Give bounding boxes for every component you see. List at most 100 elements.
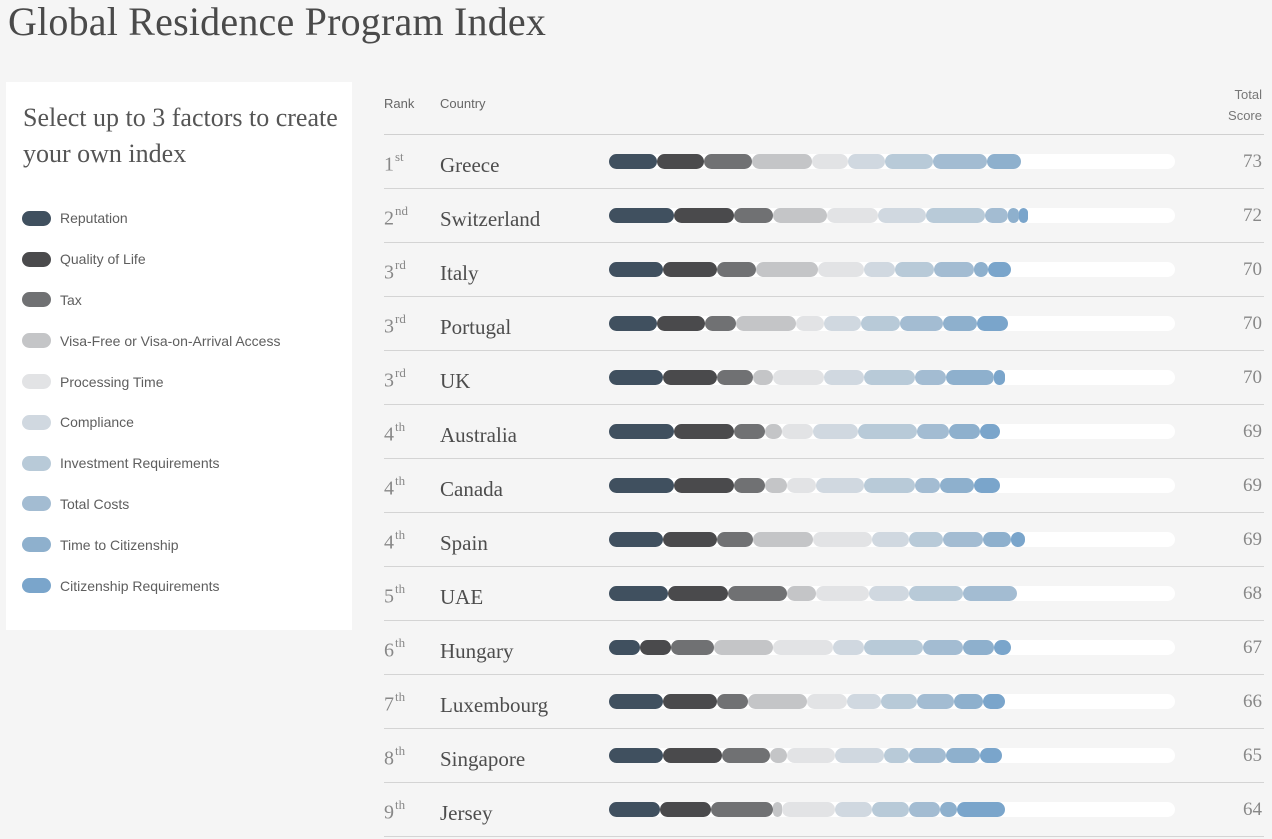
bar-segment-processing-time bbox=[815, 586, 870, 601]
bar-segment-visa-free-or-visa-on-arrival-access bbox=[736, 316, 796, 331]
factor-option-citizenship-requirements[interactable]: Citizenship Requirements bbox=[22, 565, 280, 606]
bar-segment-total-costs bbox=[914, 478, 941, 493]
bar-segment-time-to-citizenship bbox=[962, 640, 994, 655]
factor-label: Reputation bbox=[60, 210, 128, 227]
total-score: 69 bbox=[1243, 421, 1262, 442]
total-score: 68 bbox=[1243, 583, 1262, 604]
bar-segment-time-to-citizenship bbox=[940, 478, 975, 493]
bar-segment-quality-of-life bbox=[668, 586, 728, 601]
bar-segment-tax bbox=[710, 802, 774, 817]
rank-cell: 3rd bbox=[384, 311, 406, 339]
bar-segment-visa-free-or-visa-on-arrival-access bbox=[756, 262, 819, 277]
bar-segment-investment-requirements bbox=[908, 532, 943, 547]
country-column-header: Country bbox=[440, 96, 486, 111]
bar-segment-investment-requirements bbox=[863, 640, 924, 655]
table-row-canada[interactable]: 4th Canada 69 bbox=[384, 459, 1264, 513]
bar-segment-investment-requirements bbox=[925, 208, 986, 223]
factor-option-tax[interactable]: Tax bbox=[22, 280, 280, 321]
total-score-header-line1: Total bbox=[1234, 87, 1262, 102]
country-name: Luxembourg bbox=[440, 693, 549, 717]
rank-suffix: th bbox=[395, 419, 406, 434]
factor-swatch bbox=[22, 333, 51, 349]
table-row-australia[interactable]: 4th Australia 69 bbox=[384, 405, 1264, 459]
bar-segment-tax bbox=[722, 748, 771, 763]
table-row-singapore[interactable]: 8th Singapore 65 bbox=[384, 729, 1264, 783]
table-row-uk[interactable]: 3rd UK 70 bbox=[384, 351, 1264, 405]
factor-option-quality-of-life[interactable]: Quality of Life bbox=[22, 239, 280, 280]
bar-segment-time-to-citizenship bbox=[940, 802, 958, 817]
rank-number: 8 bbox=[384, 747, 394, 770]
factor-option-time-to-citizenship[interactable]: Time to Citizenship bbox=[22, 524, 280, 565]
bar-segment-reputation bbox=[609, 154, 658, 169]
bar-segment-visa-free-or-visa-on-arrival-access bbox=[753, 532, 813, 547]
table-row-spain[interactable]: 4th Spain 69 bbox=[384, 513, 1264, 567]
country-name: Greece bbox=[440, 153, 500, 177]
rank-cell: 8th bbox=[384, 743, 405, 771]
bar-segment-reputation bbox=[609, 262, 663, 277]
table-row-greece[interactable]: 1st Greece 73 bbox=[384, 135, 1264, 189]
bar-segment-reputation bbox=[609, 424, 675, 439]
bar-segment-processing-time bbox=[773, 370, 825, 385]
bar-segment-investment-requirements bbox=[894, 262, 935, 277]
table-row-italy[interactable]: 3rd Italy 70 bbox=[384, 243, 1264, 297]
bar-segment-tax bbox=[705, 316, 737, 331]
table-row-switzerland[interactable]: 2nd Switzerland 72 bbox=[384, 189, 1264, 243]
bar-segment-quality-of-life bbox=[662, 532, 717, 547]
country-name: Italy bbox=[440, 261, 479, 285]
table-row-uae[interactable]: 5th UAE 68 bbox=[384, 567, 1264, 621]
bar-segment-quality-of-life bbox=[674, 478, 734, 493]
rank-number: 1 bbox=[384, 153, 394, 176]
score-bar-track bbox=[609, 802, 1175, 817]
bar-segment-processing-time bbox=[787, 748, 836, 763]
table-row-hungary[interactable]: 6th Hungary 67 bbox=[384, 621, 1264, 675]
bar-segment-time-to-citizenship bbox=[954, 694, 983, 709]
factor-option-compliance[interactable]: Compliance bbox=[22, 402, 280, 443]
total-score: 73 bbox=[1243, 151, 1262, 172]
bar-segment-citizenship-requirements bbox=[976, 316, 1009, 331]
bar-segment-compliance bbox=[835, 748, 884, 763]
table-row-luxembourg[interactable]: 7th Luxembourg 66 bbox=[384, 675, 1264, 729]
factor-option-total-costs[interactable]: Total Costs bbox=[22, 484, 280, 525]
bar-segment-investment-requirements bbox=[880, 694, 918, 709]
bar-segment-time-to-citizenship bbox=[982, 532, 1011, 547]
table-row-portugal[interactable]: 3rd Portugal 70 bbox=[384, 297, 1264, 351]
bar-segment-total-costs bbox=[985, 208, 1008, 223]
bar-segment-citizenship-requirements bbox=[1019, 208, 1028, 223]
factor-label: Total Costs bbox=[60, 495, 130, 512]
total-score: 69 bbox=[1243, 529, 1262, 550]
bar-segment-quality-of-life bbox=[662, 748, 723, 763]
rank-number: 2 bbox=[384, 207, 394, 230]
rank-number: 4 bbox=[384, 531, 394, 554]
total-score: 66 bbox=[1243, 691, 1262, 712]
factor-swatch bbox=[22, 292, 51, 308]
country-name: Canada bbox=[440, 477, 503, 501]
bar-segment-visa-free-or-visa-on-arrival-access bbox=[773, 208, 827, 223]
rank-suffix: th bbox=[395, 527, 406, 542]
score-bar-track bbox=[609, 208, 1175, 223]
factor-option-reputation[interactable]: Reputation bbox=[22, 198, 280, 239]
rank-number: 4 bbox=[384, 477, 394, 500]
rank-suffix: th bbox=[395, 797, 406, 812]
bar-segment-compliance bbox=[812, 424, 859, 439]
page-title: Global Residence Program Index bbox=[8, 0, 547, 44]
rank-number: 7 bbox=[384, 693, 394, 716]
bar-segment-processing-time bbox=[773, 640, 833, 655]
rank-cell: 1st bbox=[384, 149, 404, 177]
factor-swatch bbox=[22, 578, 51, 594]
bar-segment-reputation bbox=[609, 748, 663, 763]
bar-segment-processing-time bbox=[781, 424, 813, 439]
bar-segment-citizenship-requirements bbox=[988, 262, 1011, 277]
bar-segment-tax bbox=[716, 694, 748, 709]
table-row-jersey[interactable]: 9th Jersey 64 bbox=[384, 783, 1264, 837]
bar-segment-tax bbox=[671, 640, 714, 655]
rank-number: 4 bbox=[384, 423, 394, 446]
factor-option-visa-free-or-visa-on-arrival-access[interactable]: Visa-Free or Visa-on-Arrival Access bbox=[22, 320, 280, 361]
total-score-header-line2: Score bbox=[1228, 108, 1262, 123]
factor-option-processing-time[interactable]: Processing Time bbox=[22, 361, 280, 402]
factor-option-investment-requirements[interactable]: Investment Requirements bbox=[22, 443, 280, 484]
total-score: 69 bbox=[1243, 475, 1262, 496]
bar-segment-citizenship-requirements bbox=[1010, 532, 1025, 547]
factor-swatch bbox=[22, 455, 51, 471]
bar-segment-tax bbox=[704, 154, 753, 169]
bar-segment-compliance bbox=[872, 532, 909, 547]
